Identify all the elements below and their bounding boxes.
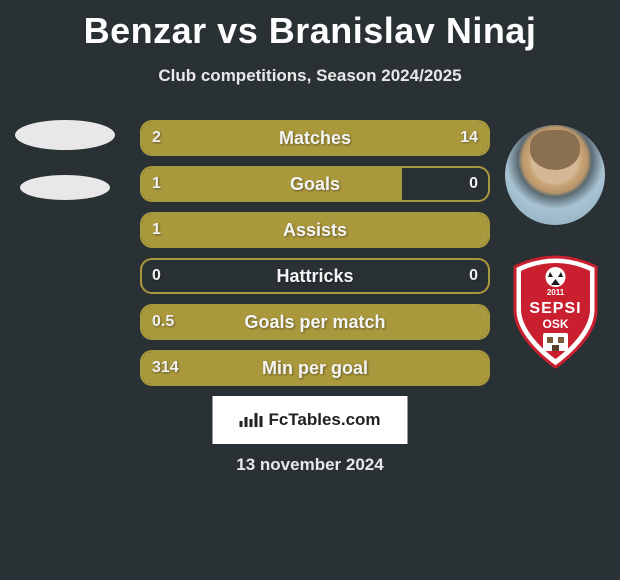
right-club-badge: 2011 SEPSI OSK	[503, 255, 608, 370]
right-player-avatar	[505, 125, 605, 225]
fctables-logo: FcTables.com	[213, 396, 408, 444]
stat-label: Assists	[142, 220, 488, 241]
stat-label: Matches	[142, 128, 488, 149]
svg-text:2011: 2011	[546, 288, 564, 297]
left-club-badge-placeholder	[20, 175, 110, 200]
logo-text: FcTables.com	[268, 410, 380, 430]
stat-row: 00Hattricks	[140, 258, 490, 294]
svg-text:SEPSI: SEPSI	[529, 300, 581, 317]
stat-row: 10Goals	[140, 166, 490, 202]
stat-row: 0.5Goals per match	[140, 304, 490, 340]
stat-label: Goals per match	[142, 312, 488, 333]
bar-chart-icon	[239, 413, 262, 427]
comparison-subtitle: Club competitions, Season 2024/2025	[0, 66, 620, 86]
stat-row: 1Assists	[140, 212, 490, 248]
right-player-column: 2011 SEPSI OSK	[500, 125, 610, 370]
left-player-avatar-placeholder	[15, 120, 115, 150]
left-player-column	[10, 120, 120, 200]
date-label: 13 november 2024	[0, 455, 620, 475]
comparison-title: Benzar vs Branislav Ninaj	[0, 0, 620, 52]
stat-label: Goals	[142, 174, 488, 195]
stat-row: 314Min per goal	[140, 350, 490, 386]
svg-text:OSK: OSK	[542, 317, 568, 331]
stat-label: Hattricks	[142, 266, 488, 287]
stat-row: 214Matches	[140, 120, 490, 156]
stat-label: Min per goal	[142, 358, 488, 379]
stats-comparison-chart: 214Matches 10Goals 1Assists 00Hattricks 0.5G…	[140, 120, 490, 396]
